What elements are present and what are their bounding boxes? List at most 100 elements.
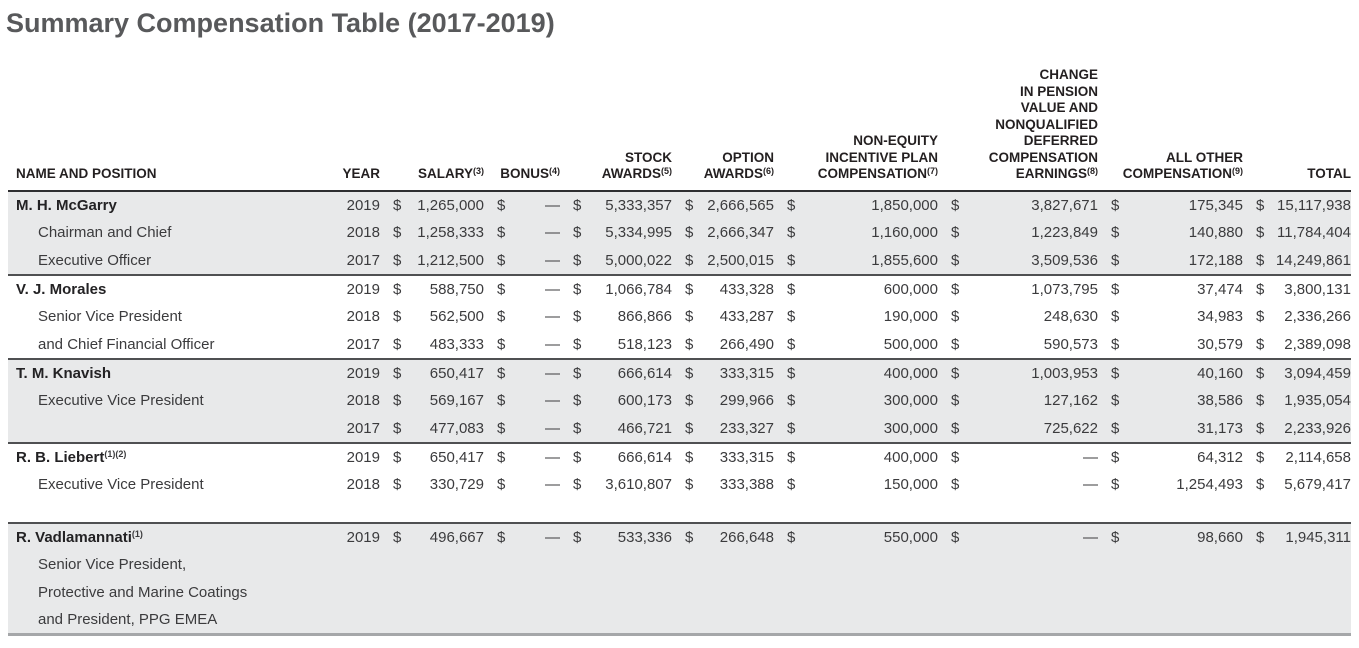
amount: 518,123	[617, 335, 672, 353]
dollar-sign: $	[1111, 364, 1120, 382]
stock-cell: $518,123	[560, 331, 672, 359]
column-header-bonus: BONUS(4)	[484, 67, 560, 192]
column-header-text: EARNINGS	[1015, 166, 1087, 181]
dollar-sign: $	[1111, 280, 1120, 298]
amount: 2,500,015	[707, 251, 774, 269]
amount: 1,265,000	[417, 196, 484, 214]
total-cell: $1,945,311	[1243, 521, 1351, 551]
dollar-sign: $	[573, 280, 582, 298]
stock-cell: $600,173	[560, 386, 672, 415]
dollar-sign: $	[787, 528, 796, 546]
column-header-text: AWARDS	[601, 166, 661, 181]
dollar-sign: $	[393, 251, 402, 269]
option-cell: $433,328	[672, 273, 774, 303]
amount: 3,610,807	[605, 476, 672, 493]
footnote-marker: (9)	[1232, 165, 1243, 176]
pension-cell: $3,509,536	[938, 246, 1098, 275]
stock-cell: $466,721	[560, 414, 672, 443]
dollar-sign: $	[573, 528, 582, 546]
column-header-text: COMPENSATION	[817, 166, 927, 181]
position-line: Senior Vice President	[38, 308, 182, 325]
table-row: M. H. McGarry 2019 $1,265,000 $ — $5,333,357 $…	[8, 189, 1351, 219]
dollar-sign: $	[685, 335, 694, 353]
bonus-cell: $ —	[484, 521, 560, 551]
table-row: Executive Officer 2017 $1,212,500 $ — $5,000,…	[8, 246, 1351, 275]
dollar-sign: $	[951, 308, 960, 325]
noneq-cell: $600,000	[774, 273, 938, 303]
amount: 666,614	[617, 448, 672, 466]
amount: 725,622	[1043, 419, 1098, 437]
amount: 3,509,536	[1031, 251, 1098, 269]
amount: 650,417	[429, 448, 484, 466]
year-cell: 2018	[336, 386, 380, 415]
amount: 15,117,938	[1277, 196, 1351, 214]
amount: —	[545, 476, 560, 493]
noneq-cell: $150,000	[774, 471, 938, 499]
amount: —	[545, 335, 560, 353]
bonus-cell: $ —	[484, 357, 560, 387]
amount: 140,880	[1188, 224, 1243, 241]
noneq-cell: $1,850,000	[774, 189, 938, 219]
other-cell: $172,188	[1098, 246, 1243, 275]
dollar-sign: $	[573, 448, 582, 466]
pension-cell: $ —	[938, 441, 1098, 471]
amount: 866,866	[617, 308, 672, 325]
name-and-position-cell: Protective and Marine Coatings	[8, 578, 336, 607]
option-cell: $299,966	[672, 386, 774, 415]
noneq-cell: $400,000	[774, 357, 938, 387]
dollar-sign: $	[1256, 476, 1265, 493]
dollar-sign: $	[573, 224, 582, 241]
name-and-position-cell: Senior Vice President	[8, 303, 336, 331]
amount: 433,328	[719, 280, 774, 298]
amount: 38,586	[1197, 392, 1243, 409]
dollar-sign: $	[573, 196, 582, 214]
total-cell: $2,233,926	[1243, 414, 1351, 443]
amount: 1,066,784	[605, 280, 672, 298]
bonus-cell: $ —	[484, 386, 560, 415]
dollar-sign: $	[573, 251, 582, 269]
noneq-cell: $1,855,600	[774, 246, 938, 275]
dollar-sign: $	[497, 196, 506, 214]
amount: —	[545, 364, 560, 382]
dollar-sign: $	[1256, 335, 1265, 353]
amount: 1,212,500	[417, 251, 484, 269]
amount: —	[545, 280, 560, 298]
table-row: T. M. Knavish 2019 $650,417 $ — $666,614 $333,…	[8, 357, 1351, 387]
amount: 64,312	[1197, 448, 1243, 466]
dollar-sign: $	[951, 335, 960, 353]
dollar-sign: $	[393, 224, 402, 241]
amount: 233,327	[719, 419, 774, 437]
total-cell: $11,784,404	[1243, 218, 1351, 247]
name-and-position-cell: Executive Vice President	[8, 471, 336, 499]
amount: 30,579	[1197, 335, 1243, 353]
dollar-sign: $	[951, 224, 960, 241]
amount: 300,000	[883, 419, 938, 437]
amount: 1,850,000	[871, 196, 938, 214]
amount: 569,167	[429, 392, 484, 409]
column-header-salary: SALARY(3)	[380, 67, 484, 192]
amount: 588,750	[429, 280, 484, 298]
name-and-position-cell: Executive Vice President	[8, 386, 336, 415]
amount: 14,249,861	[1275, 251, 1351, 269]
table-row: Senior Vice President,	[8, 550, 1351, 579]
column-header-text: CHANGE	[1039, 67, 1098, 82]
dollar-sign: $	[787, 196, 796, 214]
executive-name: V. J. Morales	[16, 280, 107, 298]
other-cell: $40,160	[1098, 357, 1243, 387]
dollar-sign: $	[393, 308, 402, 325]
table-row: Protective and Marine Coatings	[8, 578, 1351, 607]
name-and-position-cell: Chairman and Chief	[8, 218, 336, 247]
amount: 11,784,404	[1277, 224, 1351, 241]
dollar-sign: $	[685, 280, 694, 298]
dollar-sign: $	[787, 392, 796, 409]
noneq-cell: $300,000	[774, 386, 938, 415]
footnote-marker: (8)	[1087, 165, 1098, 176]
stock-cell: $666,614	[560, 441, 672, 471]
amount: 2,389,098	[1284, 335, 1351, 353]
amount: 2,666,347	[707, 224, 774, 241]
amount: 266,490	[719, 335, 774, 353]
dollar-sign: $	[497, 308, 506, 325]
amount: 5,334,995	[605, 224, 672, 241]
pension-cell: $3,827,671	[938, 189, 1098, 219]
